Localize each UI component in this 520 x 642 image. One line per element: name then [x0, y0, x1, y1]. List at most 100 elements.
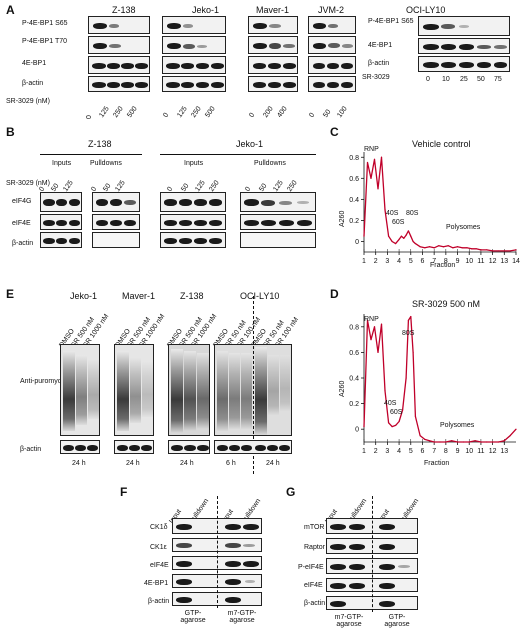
y-tick-label: 0.8 [349, 324, 359, 331]
dose-jeko-125: 125 [176, 105, 189, 119]
cell-label-maver1: Maver-1 [256, 5, 290, 15]
f-row-actin: β-actin [148, 598, 170, 605]
e-cell-maver1: Maver-1 [122, 291, 156, 301]
f-bottom-m7gtp: m7-GTP-agarose [227, 610, 257, 624]
data-point [424, 438, 426, 441]
f-bottom-gtp: GTP-agarose [180, 610, 206, 624]
ocily10-treatment: SR-3029 [362, 74, 390, 81]
blot [88, 56, 150, 74]
blot [240, 192, 316, 212]
y-tick-label: 0.4 [349, 376, 359, 383]
data-point [387, 235, 390, 237]
x-tick-label: 4 [397, 258, 401, 265]
x-tick-label: 5 [409, 258, 413, 265]
data-point [486, 441, 488, 443]
cell-label-ocily10: OCI-LY10 [406, 5, 446, 15]
blot [162, 36, 226, 54]
blot [88, 76, 150, 92]
g-bottom-gtp: GTP-agarose [384, 614, 410, 628]
data-point [461, 247, 463, 249]
blot [248, 76, 298, 92]
cell-label-jvm2: JVM-2 [318, 5, 345, 15]
dose-oci-0: 0 [426, 76, 430, 83]
data-point [377, 188, 379, 190]
b-row-actin: β-actin [12, 240, 34, 247]
data-point [428, 440, 431, 442]
chart-d-xlabel: Fraction [424, 460, 450, 467]
dose-jvm-50: 50 [322, 108, 333, 119]
x-tick-label: 1 [362, 258, 366, 265]
dose-z138-0: 0 [86, 115, 93, 119]
blot [114, 344, 154, 436]
x-tick-label: 12 [489, 258, 497, 265]
blot [240, 232, 316, 248]
b-dose: 125 [62, 179, 75, 193]
data-point [384, 209, 386, 211]
chart-d-annot-60s: 60S [390, 409, 403, 416]
x-tick-label: 7 [432, 258, 436, 265]
x-tick-label: 4 [397, 448, 401, 455]
g-row-actin: β-actin [304, 600, 326, 607]
e-separator [253, 296, 254, 474]
dose-jvm-0: 0 [308, 111, 317, 119]
data-point [451, 440, 453, 442]
ocily10-row-4ebp1: 4E-BP1 [368, 42, 393, 49]
chart-c-annot-40s: 40S [386, 210, 399, 217]
data-point [456, 246, 459, 248]
g-row-peif4e: P-eIF4E [298, 564, 324, 571]
b-cell-z138: Z-138 [88, 139, 112, 149]
blot [168, 344, 210, 436]
chart-d-annot-80s: 80S [402, 330, 415, 337]
cell-label-z138: Z-138 [112, 5, 136, 15]
blot [88, 36, 150, 54]
blot [168, 440, 210, 454]
x-tick-label: 6 [421, 258, 425, 265]
data-point [433, 247, 435, 249]
e-cell-ocily10: OCI-LY10 [240, 291, 280, 301]
data-point [370, 339, 372, 341]
dose-z138-500: 500 [126, 105, 139, 119]
data-point [414, 242, 417, 245]
b-dose: 125 [272, 179, 285, 193]
data-point [384, 390, 386, 392]
data-point [475, 248, 477, 250]
data-point [456, 441, 459, 443]
data-point [391, 426, 393, 428]
data-point [366, 319, 369, 321]
dose-jeko-500: 500 [204, 105, 217, 119]
data-point [503, 440, 505, 442]
dose-z138-125: 125 [98, 105, 111, 119]
data-point [387, 422, 390, 424]
data-point [462, 441, 464, 443]
e-row-actin: β-actin [20, 446, 42, 453]
data-point [447, 245, 449, 247]
b-row-eif4g: eIF4G [12, 198, 32, 205]
chart-c-title: Vehicle control [412, 139, 471, 149]
blot [160, 192, 226, 212]
data-point [363, 235, 365, 237]
x-tick-label: 13 [500, 258, 508, 265]
panel-label-d: D [330, 287, 339, 301]
data-point [445, 441, 447, 443]
absorbance-trace [363, 156, 517, 252]
blot [92, 232, 140, 248]
b-dose: 125 [194, 179, 207, 193]
data-point [503, 250, 505, 252]
blot [60, 344, 100, 436]
data-point [515, 428, 517, 430]
data-point [452, 247, 454, 249]
x-tick-label: 9 [456, 448, 460, 455]
blot [160, 214, 226, 230]
b-cell-jeko1: Jeko-1 [236, 139, 264, 149]
chart-c-annot-rnp: RNP [364, 146, 379, 153]
data-point [419, 246, 421, 248]
data-point [466, 247, 468, 249]
f-row-ck1e: CK1ε [150, 544, 167, 551]
panel-label-a: A [6, 3, 15, 17]
g-bottom-m7gtp: m7-GTP-agarose [334, 614, 364, 628]
data-point [474, 440, 476, 442]
x-tick-label: 7 [432, 448, 436, 455]
blot [40, 232, 82, 248]
data-point [394, 424, 397, 426]
data-point [391, 240, 393, 243]
